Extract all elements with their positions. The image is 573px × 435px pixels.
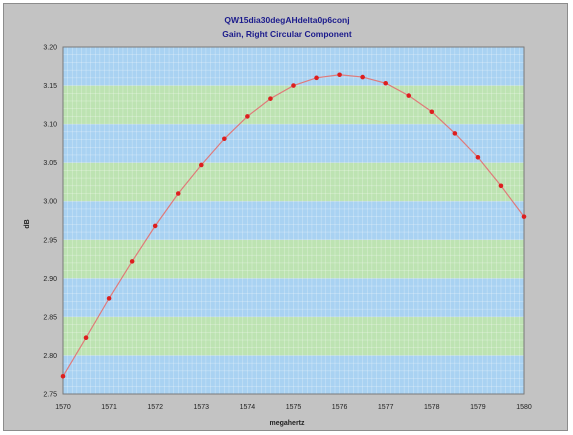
- data-point: [60, 373, 66, 379]
- data-point: [83, 335, 89, 341]
- plot-band: [63, 316, 524, 356]
- data-point: [383, 80, 389, 86]
- x-tick-label: 1574: [240, 404, 256, 411]
- data-point: [360, 74, 365, 80]
- data-point: [199, 162, 204, 168]
- data-point: [222, 136, 227, 142]
- data-point: [129, 259, 135, 264]
- plot-band: [63, 124, 524, 163]
- data-point: [475, 154, 481, 160]
- data-point: [429, 109, 435, 115]
- plot-band: [63, 239, 524, 279]
- data-point: [452, 131, 458, 136]
- x-tick-label: 1572: [147, 404, 163, 411]
- y-tick-label: 3.00: [43, 199, 57, 206]
- data-point: [106, 296, 112, 301]
- grid-lines: [62, 46, 525, 395]
- data-point: [521, 214, 527, 219]
- y-axis-label: dB: [24, 219, 31, 228]
- data-point: [268, 96, 273, 101]
- data-point: [406, 93, 412, 98]
- data-point: [152, 223, 158, 229]
- y-tick-label: 2.85: [43, 314, 57, 321]
- plot-band: [63, 355, 524, 394]
- x-tick-label: 1575: [286, 404, 302, 411]
- data-point: [245, 114, 250, 119]
- y-tick-label: 2.95: [43, 237, 57, 244]
- y-tick-label: 3.15: [43, 83, 57, 90]
- chart: QW15dia30degAHdelta0p6conj Gain, Right C…: [24, 15, 532, 427]
- chart-panel: QW15dia30degAHdelta0p6conj Gain, Right C…: [3, 3, 568, 431]
- y-tick-label: 2.75: [43, 392, 57, 399]
- x-axis-label: megahertz: [269, 420, 305, 427]
- plot-area: 2.75 2.80 2.85 2.90 2.95 3.00 3.05 3.10 3.15 3.20…: [43, 45, 532, 412]
- x-tick-label: 1578: [424, 404, 440, 411]
- x-tick-label: 1571: [101, 404, 117, 411]
- y-tick-label: 2.80: [43, 353, 57, 360]
- data-point: [175, 191, 181, 196]
- y-tick-label: 3.05: [43, 160, 57, 167]
- plot-band: [63, 278, 524, 317]
- plot-border: [62, 46, 525, 395]
- chart-subtitle: Gain, Right Circular Component: [222, 29, 352, 39]
- plot-band: [63, 201, 524, 240]
- x-tick-label: 1580: [516, 404, 532, 411]
- x-tick-label: 1579: [470, 404, 486, 411]
- x-tick-label: 1570: [55, 404, 71, 411]
- data-point: [337, 72, 342, 78]
- plot-band: [63, 162, 524, 202]
- chart-title: QW15dia30degAHdelta0p6conj: [224, 15, 349, 25]
- x-tick-label: 1577: [378, 404, 394, 411]
- y-tick-label: 3.10: [43, 122, 57, 129]
- data-point: [291, 83, 296, 88]
- plot-band: [63, 85, 524, 125]
- x-tick-label: 1576: [332, 404, 348, 411]
- data-point: [314, 75, 319, 81]
- data-point: [498, 183, 504, 189]
- y-tick-label: 2.90: [43, 276, 57, 283]
- y-tick-label: 3.20: [43, 45, 57, 52]
- x-tick-label: 1573: [194, 404, 210, 411]
- plot-band: [63, 47, 524, 86]
